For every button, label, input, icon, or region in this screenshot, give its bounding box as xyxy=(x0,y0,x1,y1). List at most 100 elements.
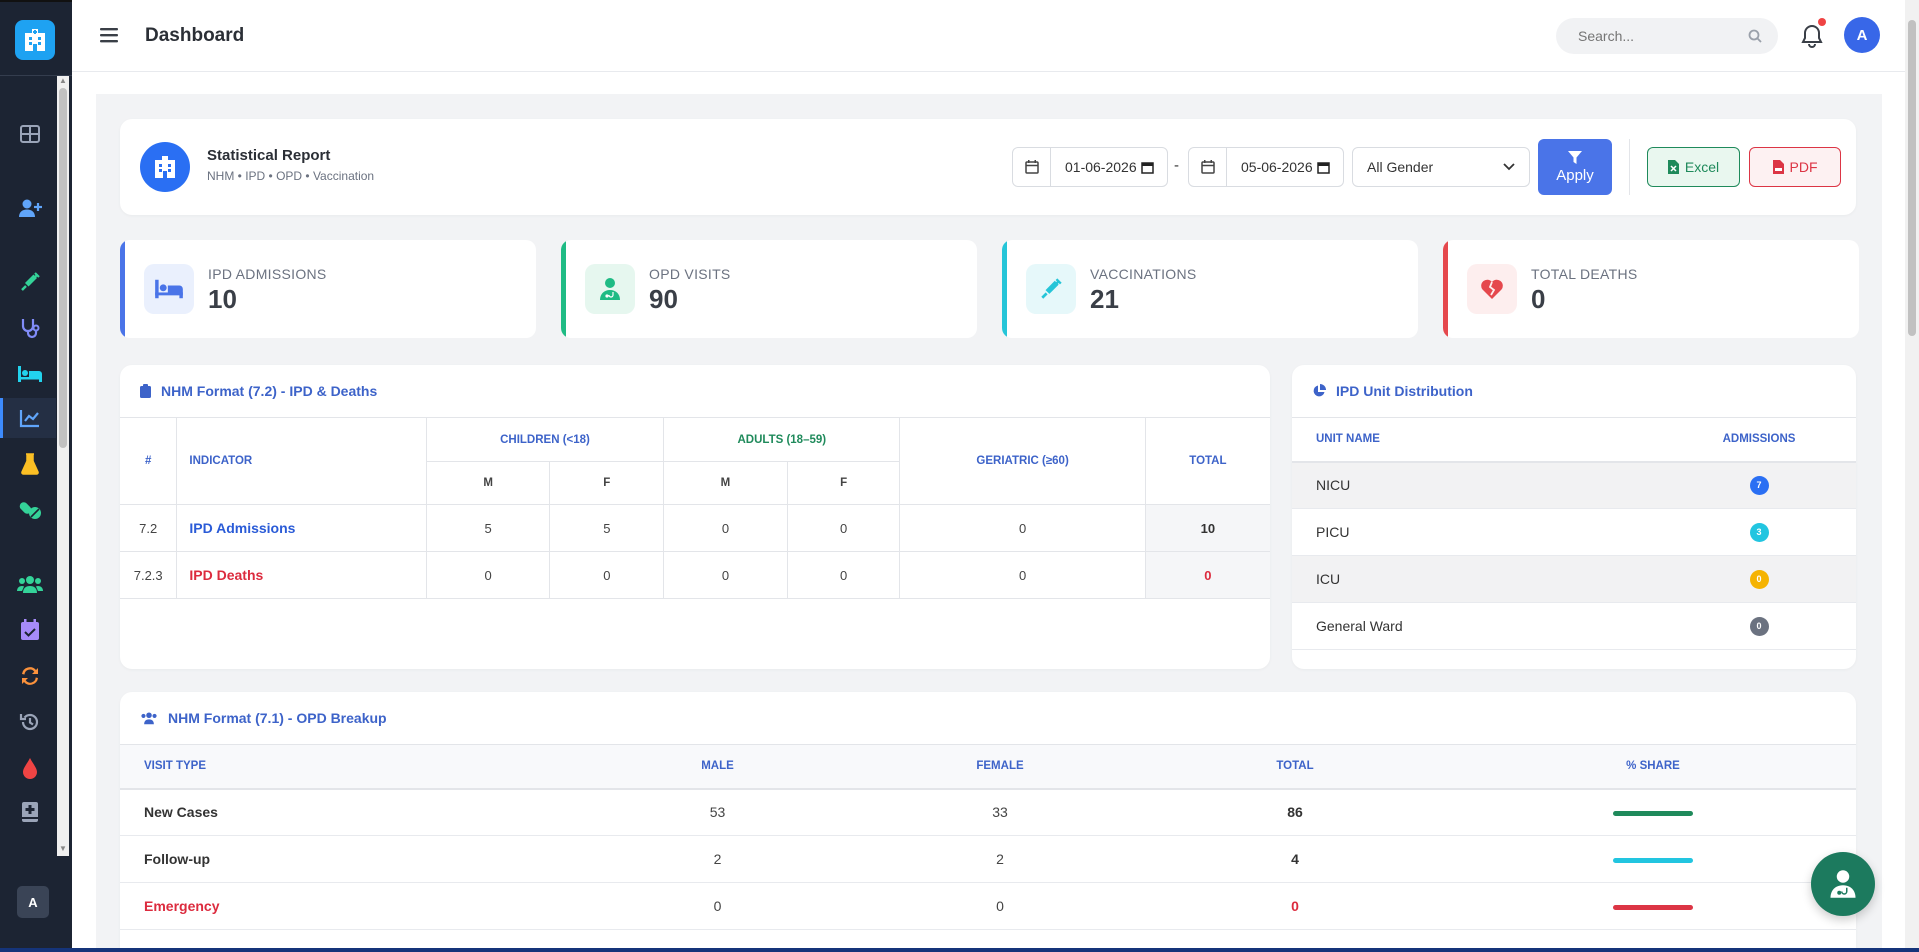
count-badge: 3 xyxy=(1749,523,1769,542)
sidebar-item-appointments[interactable] xyxy=(10,612,50,648)
sidebar-item-ipd[interactable] xyxy=(10,356,50,392)
stat-value: 21 xyxy=(1090,284,1119,314)
unit-name: PICU xyxy=(1292,508,1662,556)
flask-icon xyxy=(21,453,39,475)
sidebar-item-lab[interactable] xyxy=(10,446,50,482)
cell-geriatric: 0 xyxy=(899,504,1146,552)
col-header-adults-m: M xyxy=(663,461,788,505)
stat-value: 90 xyxy=(649,284,678,314)
col-header-indicator: INDICATOR xyxy=(176,417,427,505)
file-excel-icon xyxy=(1667,160,1679,174)
date-to-field[interactable]: 05-06-2026 xyxy=(1188,147,1344,187)
search-box[interactable] xyxy=(1556,18,1778,54)
count-badge: 7 xyxy=(1749,476,1769,496)
sidebar-item-vaccination[interactable] xyxy=(10,264,50,300)
clipboard-icon xyxy=(140,384,151,398)
table-row: New Cases 53 33 86 xyxy=(120,788,1856,836)
stat-label: VACCINATIONS xyxy=(1090,266,1197,282)
doctor-icon xyxy=(1830,870,1856,898)
user-avatar[interactable]: A xyxy=(1844,17,1880,53)
pills-icon xyxy=(19,502,41,519)
bell-icon[interactable] xyxy=(1801,24,1823,48)
calendar-check-icon xyxy=(21,619,39,640)
sidebar-item-reports[interactable] xyxy=(10,400,50,436)
col-header-total: TOTAL xyxy=(1140,744,1450,790)
report-header-card: Statistical Report NHM • IPD • OPD • Vac… xyxy=(120,119,1856,215)
row-num: 7.2 xyxy=(120,504,178,552)
sidebar-item-register[interactable] xyxy=(10,190,50,226)
sidebar-item-records[interactable] xyxy=(10,794,50,830)
sidebar-user-avatar[interactable]: A xyxy=(17,886,49,918)
hospital-icon xyxy=(140,142,190,192)
calendar-icon xyxy=(1189,148,1227,186)
gender-select[interactable]: All Gender xyxy=(1352,147,1530,187)
apply-button-label: Apply xyxy=(1556,166,1594,184)
hospital-logo-icon[interactable] xyxy=(15,20,55,60)
col-header-children-m: M xyxy=(425,461,551,505)
search-icon[interactable] xyxy=(1748,29,1762,43)
sidebar-item-history[interactable] xyxy=(10,704,50,740)
topbar: Dashboard A xyxy=(72,0,1905,72)
main-content: Statistical Report NHM • IPD • OPD • Vac… xyxy=(96,94,1882,948)
cell-adults-m: 0 xyxy=(663,504,788,552)
hamburger-menu-icon[interactable] xyxy=(98,24,120,46)
doctor-assistant-button[interactable] xyxy=(1811,852,1875,916)
cell-female: 2 xyxy=(860,835,1140,883)
nhm-72-title: NHM Format (7.2) - IPD & Deaths xyxy=(140,383,377,399)
taskbar-strip xyxy=(0,948,1919,952)
users-icon xyxy=(141,712,157,725)
sidebar-scroll-thumb[interactable] xyxy=(59,88,67,448)
table-row: Follow-up 2 2 4 xyxy=(120,835,1856,883)
col-header-visit-type: VISIT TYPE xyxy=(120,744,575,790)
sidebar-scrollbar[interactable]: ▲ ▼ xyxy=(57,76,69,856)
col-header-adults-f: F xyxy=(786,461,901,505)
stat-card-accent xyxy=(1443,240,1448,338)
chevron-down-icon xyxy=(1503,163,1515,171)
stethoscope-icon xyxy=(21,319,40,339)
table-row: General Ward 0 xyxy=(1292,602,1856,650)
col-header-share: % SHARE xyxy=(1450,744,1856,790)
cell-total: 86 xyxy=(1140,788,1450,836)
toolbar-divider xyxy=(1629,139,1630,195)
cell-total: 4 xyxy=(1140,835,1450,883)
page-scroll-thumb[interactable] xyxy=(1908,20,1916,336)
sidebar-item-blood-bank[interactable] xyxy=(10,750,50,786)
search-input[interactable] xyxy=(1578,28,1748,44)
heart-broken-icon xyxy=(1467,264,1517,314)
unit-distribution-title: IPD Unit Distribution xyxy=(1312,383,1473,399)
date-picker-icon[interactable] xyxy=(1316,161,1330,174)
sidebar-active-indicator xyxy=(0,398,3,438)
scroll-down-icon[interactable]: ▼ xyxy=(59,844,67,853)
pdf-button-label: PDF xyxy=(1789,159,1818,175)
date-separator: - xyxy=(1174,157,1179,174)
nhm-72-card: NHM Format (7.2) - IPD & Deaths # INDICA… xyxy=(120,365,1270,669)
cell-adults-f: 0 xyxy=(786,504,901,552)
cell-total: 10 xyxy=(1144,504,1270,552)
row-indicator-link[interactable]: IPD Deaths xyxy=(176,551,427,599)
scroll-up-icon[interactable]: ▲ xyxy=(59,76,67,85)
sidebar-item-opd[interactable] xyxy=(10,310,50,346)
date-picker-icon[interactable] xyxy=(1140,161,1154,174)
calendar-icon xyxy=(1013,148,1051,186)
col-header-female: FEMALE xyxy=(860,744,1140,790)
report-subtitle: NHM • IPD • OPD • Vaccination xyxy=(207,169,375,183)
stat-card-vaccinations: VACCINATIONS 21 xyxy=(1002,240,1418,338)
users-icon xyxy=(17,576,43,593)
table-row: ICU 0 xyxy=(1292,555,1856,603)
cell-children-m: 5 xyxy=(425,504,551,552)
cell-total: 0 xyxy=(1140,882,1450,930)
sidebar-item-pharmacy[interactable] xyxy=(10,492,50,528)
col-header-children-f: F xyxy=(549,461,665,505)
cell-adults-m: 0 xyxy=(663,551,788,599)
sidebar-item-staff[interactable] xyxy=(10,566,50,602)
unit-distribution-title-text: IPD Unit Distribution xyxy=(1336,383,1473,399)
pdf-export-button[interactable]: PDF xyxy=(1749,147,1841,187)
row-indicator-link[interactable]: IPD Admissions xyxy=(176,504,427,552)
date-from-field[interactable]: 01-06-2026 xyxy=(1012,147,1168,187)
apply-button[interactable]: Apply xyxy=(1538,139,1612,195)
sidebar-item-dashboard[interactable] xyxy=(10,116,50,152)
date-from-value: 01-06-2026 xyxy=(1065,159,1137,175)
sidebar-item-sync[interactable] xyxy=(10,658,50,694)
excel-export-button[interactable]: Excel xyxy=(1647,147,1740,187)
page-scrollbar[interactable] xyxy=(1905,0,1919,948)
